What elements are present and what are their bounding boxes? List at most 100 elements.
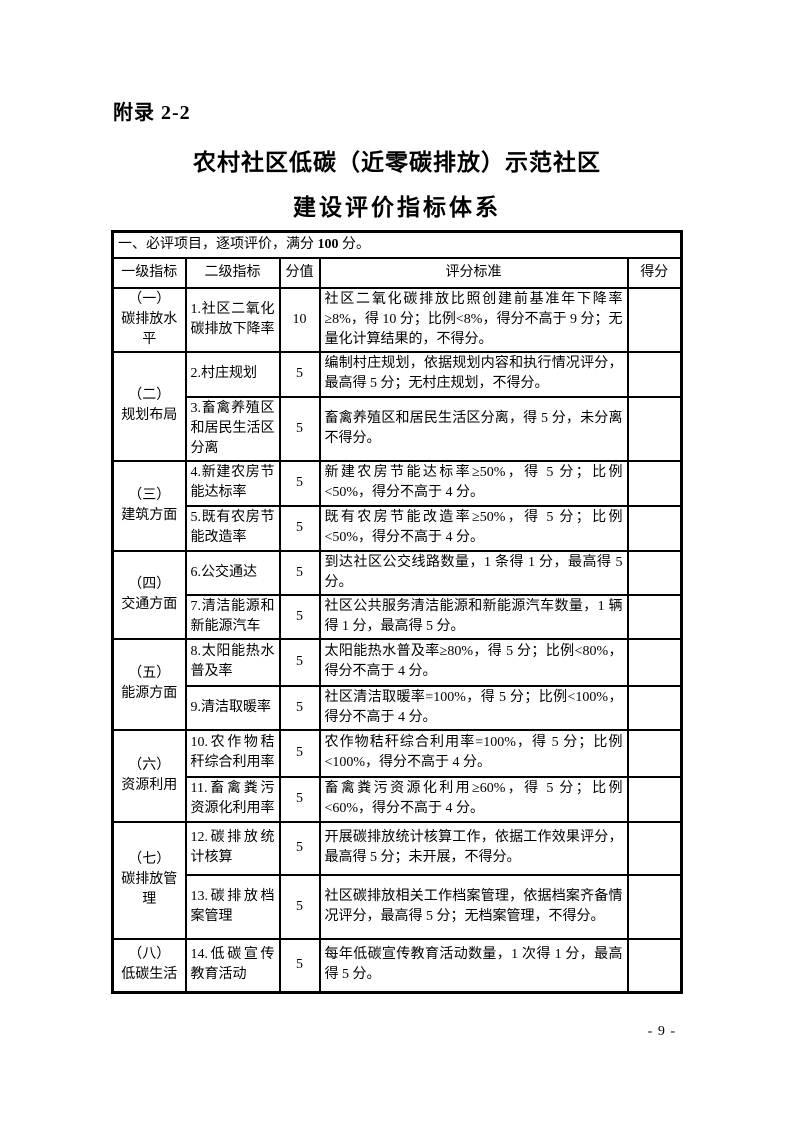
level1-name: 规划布局 (121, 408, 178, 423)
criteria-cell: 每年低碳宣传教育活动数量，1 次得 1 分，最高得 5 分。 (318, 937, 629, 994)
level1-indicator-cell: （五） 能源方面 (111, 637, 187, 731)
result-cell (626, 549, 683, 596)
result-cell (626, 637, 683, 687)
note-prefix: 一、必评项目，逐项评价，满分 (118, 236, 318, 252)
result-cell (626, 775, 683, 823)
score-cell: 5 (278, 395, 321, 462)
table-row: （一） 碳排放水平 1.社区二氧化碳排放下降率 10 社区二氧化碳排放比照创建前… (111, 286, 683, 353)
criteria-cell: 太阳能热水普及率≥80%，得 5 分；比例<80%，得分不高于 4 分。 (318, 637, 629, 687)
indicator-cell: 13.碳排放档案管理 (184, 873, 281, 940)
indicator-cell: 9.清洁取暖率 (184, 684, 281, 731)
level1-indicator-cell: （六） 资源利用 (111, 728, 187, 823)
result-cell (626, 593, 683, 640)
table-row: 5.既有农房节能改造率 5 既有农房节能改造率≥50%，得 5 分；比例<50%… (113, 504, 683, 552)
score-cell: 5 (278, 775, 321, 823)
table-row: （六） 资源利用 10.农作物秸秆综合利用率 5 农作物秸秆综合利用率=100%… (111, 728, 683, 823)
table-row: 11.畜禽粪污资源化利用率 5 畜禽粪污资源化利用≥60%，得 5 分；比例<6… (113, 775, 683, 823)
doc-title-line2: 建设评价指标体系 (293, 195, 501, 220)
note-full-score: 100 (317, 236, 339, 252)
score-cell: 5 (278, 728, 321, 778)
score-cell: 10 (278, 286, 321, 353)
indicator-cell: 5.既有农房节能改造率 (184, 504, 281, 552)
result-cell (626, 350, 683, 398)
indicator-cell: 14.低碳宣传教育活动 (184, 937, 281, 994)
result-cell (626, 395, 683, 462)
appendix-label: 附录 2-2 (113, 102, 191, 124)
criteria-cell: 编制村庄规划，依据规划内容和执行情况评分，最高得 5 分；无村庄规划，不得分。 (318, 350, 629, 398)
table-row: 13.碳排放档案管理 5 社区碳排放相关工作档案管理，依据档案齐备情况评分，最高… (113, 873, 683, 940)
indicator-cell: 11.畜禽粪污资源化利用率 (184, 775, 281, 823)
level1-name: 低碳生活 (121, 967, 178, 983)
result-cell (626, 937, 683, 994)
page-number: - 9 - (647, 1024, 676, 1039)
score-cell: 5 (278, 504, 321, 552)
doc-title-line1: 农村社区低碳（近零碳排放）示范社区 (193, 150, 601, 175)
criteria-cell: 社区碳排放相关工作档案管理，依据档案齐备情况评分，最高得 5 分；无档案管理，不… (318, 873, 629, 940)
col-header-result: 得分 (626, 256, 683, 289)
result-cell (626, 873, 683, 940)
level1-num: （六） (128, 757, 171, 773)
level1-num: （五） (128, 666, 171, 681)
score-cell: 5 (278, 593, 321, 640)
level1-num: （四） (128, 576, 171, 592)
table-row: 7.清洁能源和新能源汽车 5 社区公共服务清洁能源和新能源汽车数量，1 辆得 1… (113, 593, 683, 640)
evaluation-table: 一、必评项目，逐项评价，满分 100 分。 一级指标 二级指标 分值 评分标准 … (111, 230, 684, 994)
table-section-note: 一、必评项目，逐项评价，满分 100 分。 (111, 230, 683, 259)
criteria-cell: 到达社区公交线路数量，1 条得 1 分，最高得 5 分。 (318, 549, 629, 596)
indicator-cell: 7.清洁能源和新能源汽车 (184, 593, 281, 640)
score-cell: 5 (278, 820, 321, 876)
score-cell: 5 (278, 937, 321, 994)
table-row: （四） 交通方面 6.公交通达 5 到达社区公交线路数量，1 条得 1 分，最高… (111, 549, 683, 640)
table-header-row: 一级指标 二级指标 分值 评分标准 得分 (111, 256, 683, 289)
level1-name: 交通方面 (121, 596, 178, 612)
criteria-cell: 畜禽粪污资源化利用≥60%，得 5 分；比例<60%，得分不高于 4 分。 (318, 775, 629, 823)
criteria-cell: 畜禽养殖区和居民生活区分离，得 5 分，未分离不得分。 (318, 395, 629, 462)
score-cell: 5 (278, 549, 321, 596)
criteria-cell: 农作物秸秆综合利用率=100%，得 5 分；比例<100%，得分不高于 4 分。 (318, 728, 629, 778)
level1-indicator-cell: （七） 碳排放管理 (111, 820, 187, 940)
criteria-cell: 社区二氧化碳排放比照创建前基准年下降率≥8%，得 10 分；比例<8%，得分不高… (318, 286, 629, 353)
indicator-cell: 1.社区二氧化碳排放下降率 (184, 286, 281, 353)
level1-name: 碳排放管理 (121, 872, 178, 907)
col-header-score: 分值 (278, 256, 321, 289)
score-cell: 5 (278, 684, 321, 731)
indicator-cell: 4.新建农房节能达标率 (184, 459, 281, 507)
level1-indicator-cell: （一） 碳排放水平 (111, 286, 187, 353)
level1-name: 建筑方面 (121, 507, 178, 523)
level1-name: 能源方面 (121, 686, 178, 701)
result-cell (626, 459, 683, 507)
indicator-cell: 8.太阳能热水普及率 (184, 637, 281, 687)
level1-name: 碳排放水平 (121, 311, 178, 347)
score-cell: 5 (278, 459, 321, 507)
level1-num: （三） (128, 487, 171, 503)
level1-indicator-cell: （二） 规划布局 (111, 350, 187, 462)
score-cell: 5 (278, 637, 321, 687)
level1-num: （二） (128, 388, 171, 403)
score-cell: 5 (278, 873, 321, 940)
level1-num: （八） (128, 947, 171, 963)
indicator-cell: 12.碳排放统计核算 (184, 820, 281, 876)
level1-indicator-cell: （四） 交通方面 (111, 549, 187, 640)
criteria-cell: 新建农房节能达标率≥50%，得 5 分；比例<50%，得分不高于 4 分。 (318, 459, 629, 507)
table-row: （七） 碳排放管理 12.碳排放统计核算 5 开展碳排放统计核算工作，依据工作效… (111, 820, 683, 940)
table-row: 9.清洁取暖率 5 社区清洁取暖率=100%，得 5 分；比例<100%，得分不… (113, 684, 683, 731)
result-cell (626, 286, 683, 353)
note-suffix: 分。 (338, 236, 370, 252)
level1-num: （一） (128, 291, 171, 307)
table-row: 3.畜禽养殖区和居民生活区分离 5 畜禽养殖区和居民生活区分离，得 5 分，未分… (113, 395, 683, 462)
indicator-cell: 6.公交通达 (184, 549, 281, 596)
criteria-cell: 社区清洁取暖率=100%，得 5 分；比例<100%，得分不高于 4 分。 (318, 684, 629, 731)
criteria-cell: 开展碳排放统计核算工作，依据工作效果评分，最高得 5 分；未开展，不得分。 (318, 820, 629, 876)
table-row: （五） 能源方面 8.太阳能热水普及率 5 太阳能热水普及率≥80%，得 5 分… (111, 637, 683, 731)
score-cell: 5 (278, 350, 321, 398)
level1-indicator-cell: （八） 低碳生活 (111, 937, 187, 994)
level1-indicator-cell: （三） 建筑方面 (111, 459, 187, 552)
col-header-criteria: 评分标准 (318, 256, 629, 289)
level1-name: 资源利用 (121, 777, 178, 793)
table-row: （二） 规划布局 2.村庄规划 5 编制村庄规划，依据规划内容和执行情况评分，最… (111, 350, 683, 462)
result-cell (626, 684, 683, 731)
col-header-level1: 一级指标 (111, 256, 187, 289)
result-cell (626, 504, 683, 552)
indicator-cell: 3.畜禽养殖区和居民生活区分离 (184, 395, 281, 462)
